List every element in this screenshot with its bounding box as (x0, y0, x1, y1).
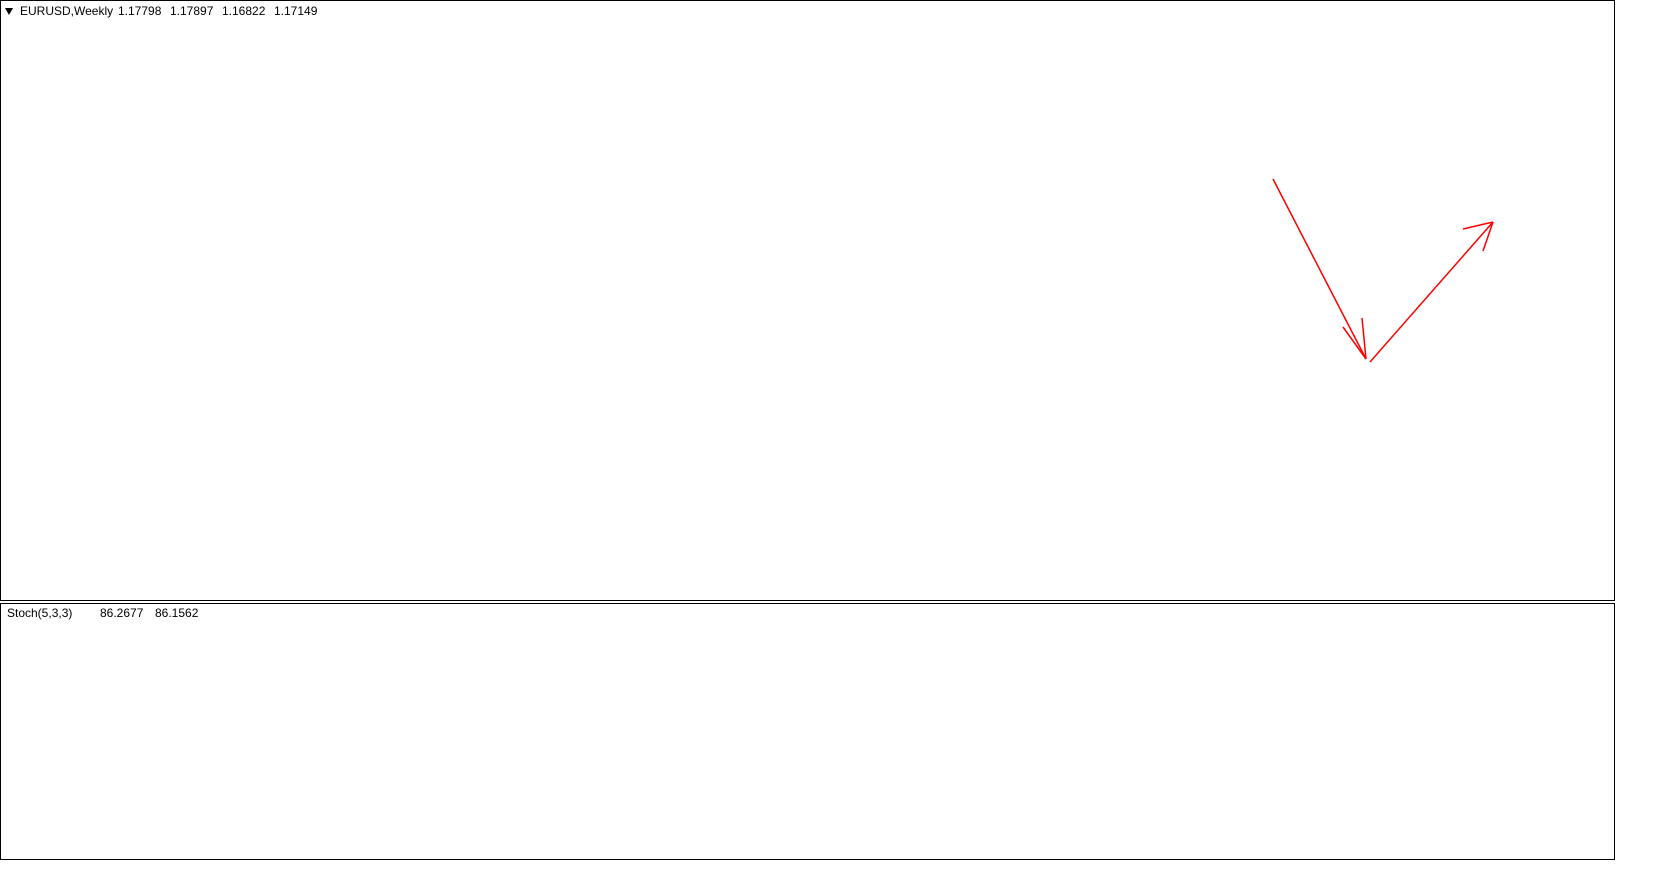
arrow-down (1272, 178, 1367, 360)
menu-triangle (5, 8, 13, 15)
arrow-head (1342, 326, 1367, 360)
arrow-head (1482, 221, 1494, 252)
ohlc-open: 1.17798 (118, 4, 162, 18)
stoch-main-value: 86.2677 (100, 606, 144, 620)
forecast-arrows (1272, 178, 1494, 363)
stoch-title: Stoch(5,3,3) (7, 606, 72, 620)
stoch-signal-value: 86.1562 (155, 606, 199, 620)
arrow-up (1369, 221, 1494, 363)
arrow-head (1361, 317, 1367, 360)
chart-title: EURUSD,Weekly (20, 4, 113, 18)
main-panel-border (0, 0, 1615, 601)
arrow-head (1462, 221, 1494, 230)
ohlc-low: 1.16822 (222, 4, 266, 18)
ohlc-close: 1.17149 (274, 4, 318, 18)
ohlc-high: 1.17897 (170, 4, 214, 18)
stoch-panel-border (0, 603, 1615, 860)
